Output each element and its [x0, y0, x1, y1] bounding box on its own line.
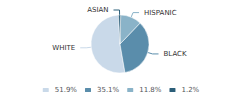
svg-text:ASIAN: ASIAN — [87, 6, 108, 14]
svg-text:HISPANIC: HISPANIC — [144, 9, 177, 17]
svg-text:WHITE: WHITE — [52, 44, 75, 52]
svg-text:BLACK: BLACK — [164, 50, 187, 58]
svg-text:11.8%: 11.8% — [139, 86, 162, 94]
svg-text:51.9%: 51.9% — [55, 86, 78, 94]
svg-text:1.2%: 1.2% — [181, 86, 199, 94]
svg-text:35.1%: 35.1% — [97, 86, 120, 94]
